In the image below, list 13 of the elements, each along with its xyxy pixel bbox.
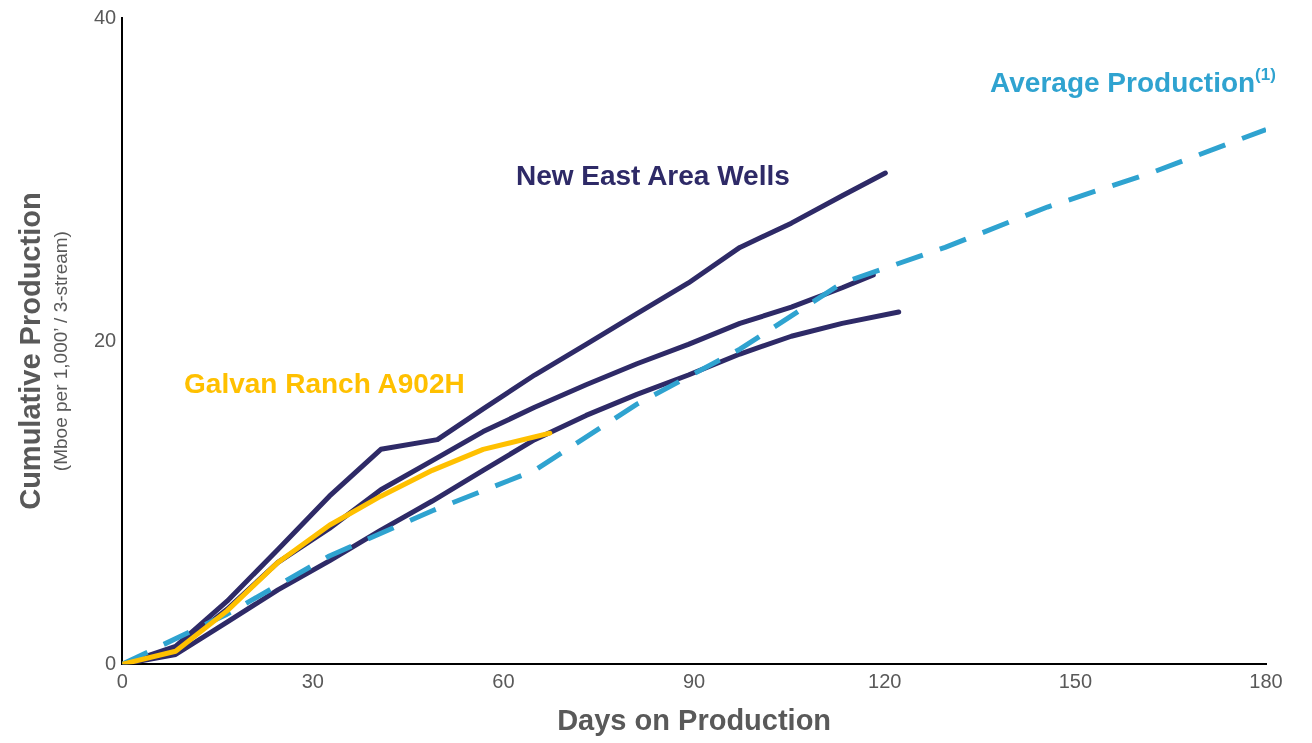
series-label: Galvan Ranch A902H — [184, 367, 465, 399]
x-tick-label: 120 — [868, 669, 902, 692]
series-label: New East Area Wells — [515, 159, 790, 191]
y-tick-label: 20 — [94, 328, 117, 351]
y-tick-label: 40 — [94, 5, 117, 28]
y-axis-title: Cumulative Production (Mboe per 1,000’ / 3-stream) — [14, 192, 72, 510]
x-tick-label: 150 — [1058, 669, 1093, 692]
x-tick-label: 60 — [492, 669, 515, 692]
x-tick-label: 30 — [301, 669, 324, 692]
x-tick-label: 180 — [1249, 669, 1283, 692]
x-tick-label: 90 — [683, 669, 706, 692]
x-axis-title: Days on Production — [557, 703, 832, 736]
y-tick-label: 0 — [105, 651, 117, 674]
